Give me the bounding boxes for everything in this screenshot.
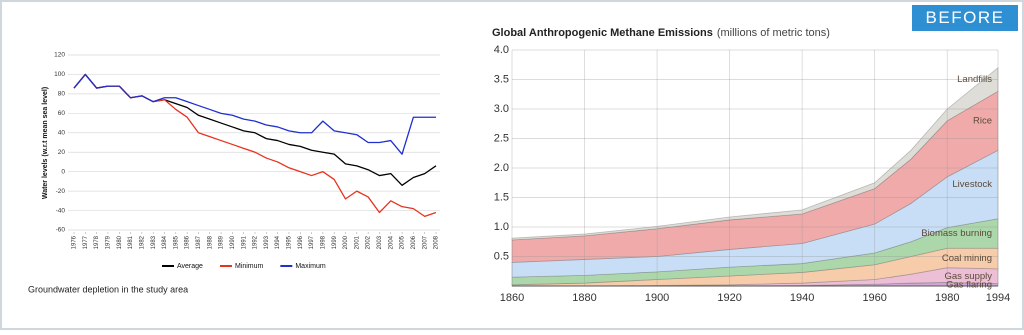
y-tick-label: 3.5 <box>494 73 509 85</box>
x-tick-label: 1993 <box>264 235 270 249</box>
badge-box <box>912 5 1018 31</box>
y-tick-label: 2.0 <box>494 162 509 174</box>
y-tick-label: 0.5 <box>494 250 509 262</box>
y-tick-label: 80 <box>58 91 66 98</box>
x-tick-label: 1978 <box>94 235 100 249</box>
legend-label: Average <box>177 263 203 270</box>
x-tick-label: 2003 <box>377 235 383 249</box>
x-tick-label: 1976 <box>72 235 78 249</box>
x-tick-label: 1960 <box>862 292 886 304</box>
y-tick-label: 60 <box>58 110 66 117</box>
y-tick-label: 3.0 <box>494 103 509 115</box>
x-tick-label: 1989 <box>219 235 225 249</box>
x-tick-label: 1986 <box>185 235 191 249</box>
x-tick-label: 1981 <box>128 235 134 249</box>
x-tick-label: 1985 <box>173 235 179 249</box>
x-tick-label: 1994 <box>275 235 281 249</box>
x-tick-label: 1920 <box>717 292 741 304</box>
x-tick-label: 2001 <box>354 235 360 249</box>
y-tick-label: -40 <box>56 207 66 214</box>
x-tick-label: 1987 <box>196 235 202 249</box>
x-tick-label: 1998 <box>320 235 326 249</box>
y-tick-label: 120 <box>54 52 65 59</box>
y-tick-label: -60 <box>56 227 66 234</box>
legend-label: Minimum <box>235 263 264 270</box>
x-tick-label: 2008 <box>434 235 440 249</box>
chart-title: Global Anthropogenic Methane Emissions (m… <box>492 27 830 39</box>
x-tick-label: 1977 <box>83 235 89 249</box>
area-label: Coal mining <box>942 253 992 264</box>
legend-label: Maximum <box>295 263 326 270</box>
y-tick-label: 2.5 <box>494 132 509 144</box>
area-label: Landfills <box>957 74 992 85</box>
x-tick-label: 1979 <box>106 235 112 249</box>
x-tick-label: 1940 <box>790 292 814 304</box>
y-tick-label: 1.0 <box>494 221 509 233</box>
y-tick-label: 40 <box>58 129 66 136</box>
x-tick-label: 1991 <box>241 235 247 249</box>
y-tick-label: 1.5 <box>494 191 509 203</box>
title: Global Anthropogenic Methane Emissions <box>492 27 713 39</box>
x-tick-label: 1982 <box>139 235 145 249</box>
y-tick-label: -20 <box>56 188 66 195</box>
area-label: Gas supply <box>944 271 992 282</box>
x-tick-label: 2002 <box>366 235 372 249</box>
x-tick-label: 1994 <box>986 292 1010 304</box>
badge: BEFORE <box>926 8 1005 27</box>
area-label: Rice <box>973 115 992 126</box>
line <box>73 73 437 186</box>
x-tick-label: 2007 <box>422 235 428 249</box>
x-tick-label: 1860 <box>500 292 524 304</box>
plot-area <box>511 66 999 287</box>
y-axis-label: Water levels (w.r.t mean sea level) <box>42 87 49 199</box>
x-tick-label: 1880 <box>572 292 596 304</box>
x-tick-label: 2000 <box>343 235 349 249</box>
x-tick-label: 2006 <box>411 235 417 249</box>
area-label: Gas flaring <box>946 279 992 290</box>
x-tick-label: 1999 <box>332 235 338 249</box>
area-label: Livestock <box>952 179 992 190</box>
x-tick-label: 1900 <box>645 292 669 304</box>
area <box>511 66 999 241</box>
y-tick-label: 0 <box>61 168 65 175</box>
area-label: Biomass burning <box>921 228 992 239</box>
line <box>73 73 436 155</box>
x-tick-label: 1980 <box>117 235 123 249</box>
x-tick-label: 2004 <box>388 235 394 249</box>
subtitle: (millions of metric tons) <box>717 27 830 39</box>
x-tick-label: 2005 <box>400 235 406 249</box>
x-tick-label: 1984 <box>162 235 168 249</box>
y-tick-label: 20 <box>58 149 66 156</box>
x-tick-label: 1997 <box>309 235 315 249</box>
x-tick-label: 1988 <box>207 235 213 249</box>
x-tick-label: 1980 <box>935 292 959 304</box>
x-tick-label: 1995 <box>287 235 293 249</box>
y-tick-label: 100 <box>54 71 65 78</box>
x-tick-label: 1996 <box>298 235 304 249</box>
caption: Groundwater depletion in the study area <box>28 284 188 294</box>
x-tick-label: 1990 <box>230 235 236 249</box>
x-tick-label: 1983 <box>151 235 157 249</box>
y-tick-label: 4.0 <box>494 44 509 56</box>
x-tick-label: 1992 <box>253 235 259 249</box>
